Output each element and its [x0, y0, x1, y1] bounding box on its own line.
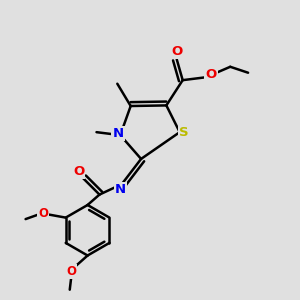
Text: O: O [73, 165, 84, 178]
Text: O: O [38, 207, 48, 220]
Text: O: O [66, 266, 76, 278]
Text: S: S [179, 126, 189, 139]
Text: O: O [205, 68, 217, 81]
Text: N: N [115, 183, 126, 196]
Text: O: O [171, 45, 182, 58]
Text: N: N [112, 127, 124, 140]
